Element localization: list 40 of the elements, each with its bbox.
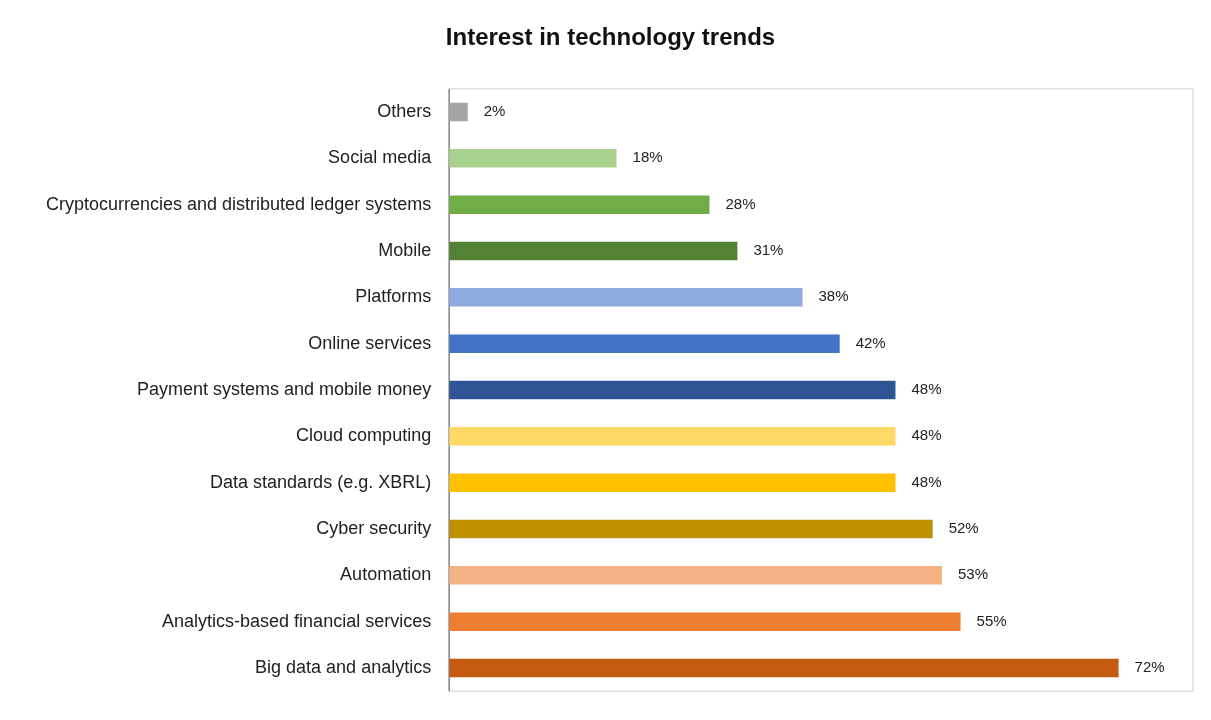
- data-label: 53%: [957, 565, 988, 583]
- bar: [449, 380, 896, 400]
- bar: [449, 288, 803, 307]
- y-tick-label: Data standards (e.g. XBRL): [210, 471, 432, 492]
- y-tick-label: Cloud computing: [296, 425, 432, 446]
- data-label: 2%: [483, 102, 506, 120]
- y-tick-label: Mobile: [378, 239, 432, 260]
- data-label: 42%: [855, 333, 886, 351]
- data-label: 48%: [911, 426, 942, 444]
- data-label: 48%: [911, 380, 942, 398]
- bar: [449, 149, 617, 168]
- data-label: 38%: [818, 287, 849, 305]
- data-label: 52%: [948, 519, 979, 537]
- y-tick-label: Cyber security: [316, 517, 432, 538]
- y-tick-label: Analytics-based financial services: [162, 610, 432, 631]
- bar: [449, 519, 933, 539]
- bar: [449, 427, 896, 446]
- bar: [449, 241, 738, 261]
- chart-title: Interest in technology trends: [445, 23, 776, 51]
- bar: [449, 658, 1119, 678]
- y-tick-label: Big data and analytics: [255, 657, 432, 677]
- y-tick-label: Platforms: [355, 286, 432, 307]
- y-tick-label: Payment systems and mobile money: [137, 378, 432, 399]
- y-tick-label: Others: [377, 100, 432, 121]
- data-label: 18%: [632, 148, 663, 166]
- y-tick-label: Social media: [328, 147, 433, 168]
- data-label: 55%: [976, 611, 1007, 629]
- y-tick-label: Automation: [340, 564, 432, 585]
- y-tick-label: Online services: [308, 332, 432, 353]
- bar: [449, 566, 942, 585]
- data-label: 48%: [911, 472, 942, 490]
- data-label: 28%: [725, 194, 756, 212]
- data-label: 31%: [753, 241, 784, 259]
- data-label: 72%: [1134, 658, 1165, 676]
- bar: [449, 102, 468, 122]
- y-tick-label: Cryptocurrencies and distributed ledger systems: [46, 193, 432, 214]
- bar: [449, 195, 710, 214]
- bar: [449, 612, 961, 631]
- bar: [449, 334, 840, 353]
- bar: [449, 473, 896, 492]
